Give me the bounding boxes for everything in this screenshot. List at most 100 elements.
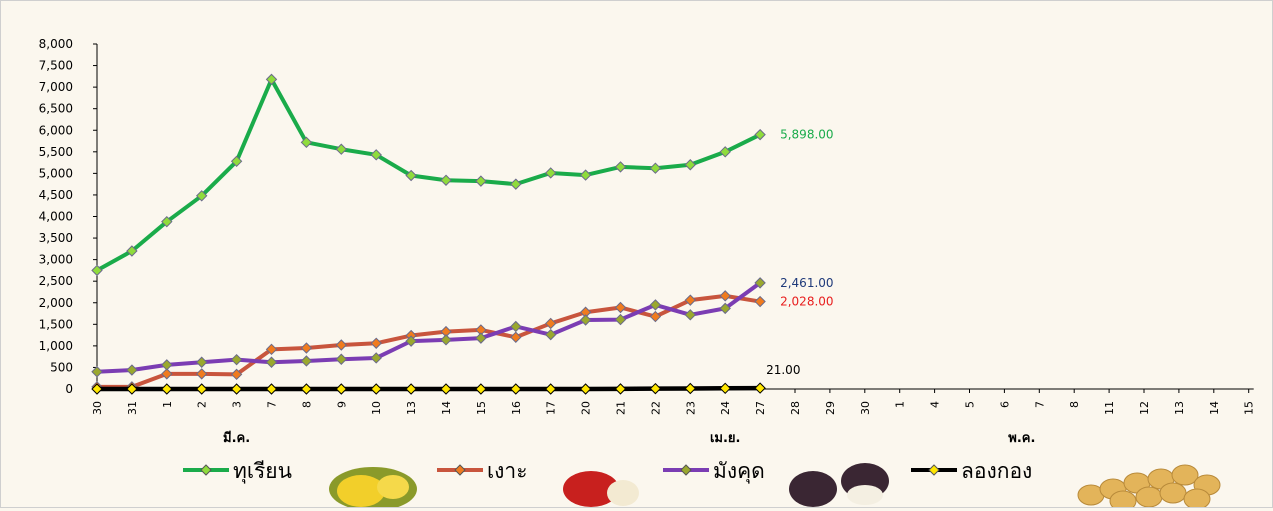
data-point bbox=[230, 155, 243, 168]
data-point bbox=[475, 175, 487, 187]
x-tick-label: 24 bbox=[719, 401, 732, 415]
data-point bbox=[230, 383, 243, 395]
data-point bbox=[510, 383, 522, 395]
y-tick-label: 4,500 bbox=[39, 188, 73, 202]
data-point bbox=[614, 161, 627, 173]
month-group-label: มี.ค. bbox=[223, 430, 250, 446]
series-line bbox=[96, 77, 761, 273]
legend-label: มังคุด bbox=[713, 459, 765, 484]
y-tick-label: 3,500 bbox=[39, 231, 73, 245]
data-point bbox=[544, 167, 557, 179]
series-1 bbox=[91, 290, 766, 393]
x-tick-label: 8 bbox=[1068, 401, 1081, 408]
data-point bbox=[91, 366, 103, 378]
data-point bbox=[161, 359, 173, 371]
series-line bbox=[97, 293, 761, 389]
data-point bbox=[126, 245, 138, 257]
x-tick-label: 12 bbox=[1138, 401, 1151, 415]
data-point bbox=[719, 290, 731, 302]
x-tick-label: 3 bbox=[231, 401, 244, 408]
x-tick-label: 1 bbox=[161, 401, 174, 408]
end-labels: 5,898.00 2,028.00 2,461.00 21.00 bbox=[766, 128, 833, 377]
legend: ทุเรียน เงาะ มังคุด ลองกอง bbox=[183, 459, 1221, 511]
data-label: 2,028.00 bbox=[780, 295, 833, 309]
data-point bbox=[614, 383, 627, 395]
data-point bbox=[405, 169, 417, 182]
legend-item-1: เงาะ bbox=[437, 459, 528, 483]
data-point bbox=[754, 277, 766, 289]
data-point bbox=[370, 383, 382, 395]
y-tick-label: 0 bbox=[65, 382, 73, 396]
x-tick-label: 2 bbox=[196, 401, 209, 408]
data-point bbox=[684, 382, 697, 395]
x-tick-label: 8 bbox=[300, 401, 313, 408]
data-point bbox=[405, 383, 417, 395]
legend-marker bbox=[928, 464, 940, 476]
series-layer bbox=[91, 73, 766, 395]
axes: 0 500 1,000 1,500 2,000 2,500 3,000 3,500 4,000 4… bbox=[39, 37, 1256, 446]
data-point bbox=[649, 162, 662, 174]
x-tick-label: 28 bbox=[789, 401, 802, 415]
x-tick-label: 29 bbox=[824, 401, 837, 415]
data-point bbox=[195, 190, 208, 202]
x-tick-label: 15 bbox=[1243, 401, 1256, 415]
legend-label: ทุเรียน bbox=[233, 459, 292, 484]
month-group-label: พ.ค. bbox=[1008, 431, 1035, 446]
data-point bbox=[370, 337, 382, 349]
mangosteen-icon bbox=[789, 463, 889, 507]
data-point bbox=[195, 356, 208, 368]
x-tick-label: 10 bbox=[370, 401, 383, 415]
x-tick-label: 15 bbox=[475, 401, 488, 415]
data-point bbox=[510, 320, 522, 333]
data-point bbox=[754, 382, 766, 394]
data-point bbox=[230, 368, 243, 381]
month-group-label: เม.ย. bbox=[710, 431, 741, 446]
data-point bbox=[684, 309, 697, 321]
y-tick-label: 2,500 bbox=[39, 274, 73, 288]
data-point bbox=[335, 383, 348, 395]
data-point bbox=[161, 215, 173, 228]
series-2 bbox=[91, 277, 766, 378]
data-point bbox=[684, 294, 697, 306]
legend-label: เงาะ bbox=[487, 459, 528, 483]
legend-marker bbox=[454, 464, 466, 476]
x-tick-label: 11 bbox=[1103, 401, 1116, 415]
y-tick-label: 500 bbox=[50, 360, 73, 374]
data-point bbox=[126, 364, 138, 376]
y-tick-label: 7,000 bbox=[39, 80, 73, 94]
legend-item-2: มังคุด bbox=[663, 459, 765, 484]
data-point bbox=[544, 383, 557, 395]
data-point bbox=[475, 332, 487, 344]
data-label: 5,898.00 bbox=[780, 128, 833, 142]
series-line bbox=[96, 281, 762, 374]
y-tick-label: 1,500 bbox=[39, 317, 73, 331]
y-tick-label: 2,000 bbox=[39, 296, 73, 310]
data-point bbox=[440, 174, 452, 186]
data-point bbox=[649, 310, 662, 323]
data-point bbox=[719, 302, 731, 315]
x-tick-label: 16 bbox=[510, 401, 523, 415]
y-tick-label: 8,000 bbox=[39, 37, 73, 51]
x-tick-label: 4 bbox=[929, 401, 942, 408]
legend-item-0: ทุเรียน bbox=[183, 459, 292, 484]
series-line bbox=[97, 385, 761, 392]
y-tick-label: 1,000 bbox=[39, 339, 73, 353]
x-tick-label: 14 bbox=[1208, 401, 1221, 415]
longkong-icon bbox=[1077, 464, 1221, 511]
data-point bbox=[161, 368, 173, 380]
data-point bbox=[300, 342, 313, 354]
x-tick-label: 14 bbox=[440, 401, 453, 415]
y-tick-label: 4,000 bbox=[39, 210, 73, 224]
data-point bbox=[614, 313, 627, 326]
y-tick-label: 6,000 bbox=[39, 123, 73, 137]
data-point bbox=[195, 383, 208, 395]
y-tick-label: 5,500 bbox=[39, 145, 73, 159]
data-point bbox=[719, 382, 731, 395]
data-point bbox=[91, 264, 103, 277]
data-point bbox=[265, 343, 278, 356]
data-point bbox=[195, 368, 208, 380]
data-point bbox=[579, 169, 592, 181]
y-tick-label: 5,000 bbox=[39, 166, 73, 180]
data-point bbox=[754, 128, 766, 141]
